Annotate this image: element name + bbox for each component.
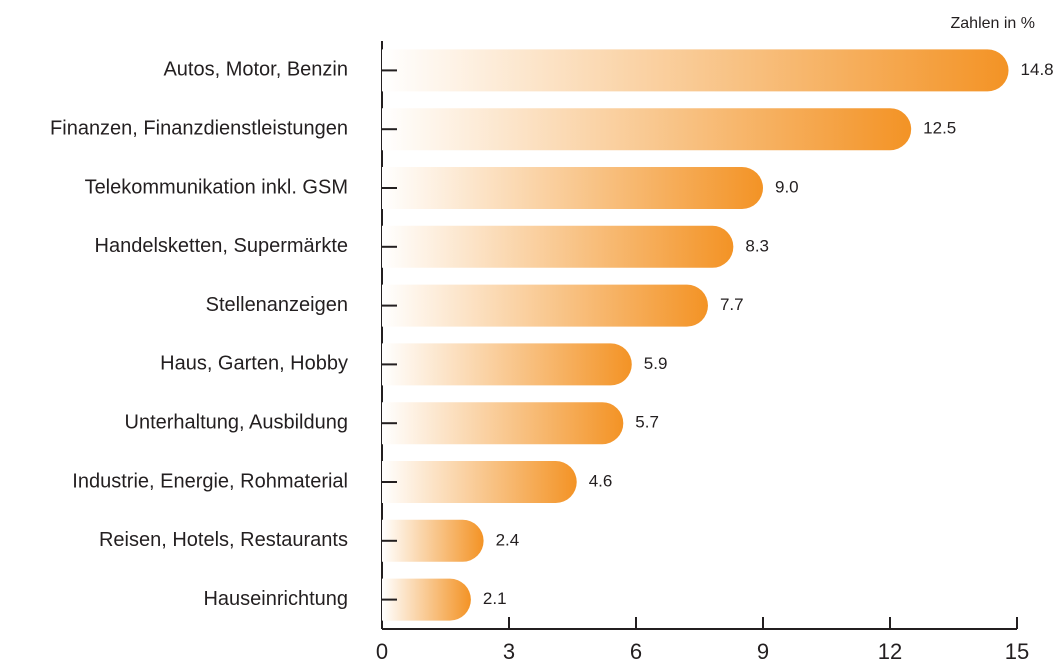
y-tick-label: Autos, Motor, Benzin xyxy=(163,59,348,81)
value-label: 9.0 xyxy=(775,177,799,196)
value-label: 5.7 xyxy=(635,413,659,432)
value-label: 14.8 xyxy=(1021,60,1054,79)
value-label: 5.9 xyxy=(644,354,668,373)
y-tick-label: Reisen, Hotels, Restaurants xyxy=(99,529,348,551)
bar xyxy=(382,49,1009,92)
value-label: 12.5 xyxy=(923,119,956,138)
value-label: 2.4 xyxy=(496,530,520,549)
bar xyxy=(382,167,763,209)
x-tick-label: 12 xyxy=(878,639,902,664)
x-tick-label: 9 xyxy=(757,639,769,664)
value-label: 4.6 xyxy=(589,471,613,490)
bar xyxy=(382,108,912,151)
bar xyxy=(382,519,484,562)
y-tick-label: Haus, Garten, Hobby xyxy=(160,353,348,375)
y-tick-label: Stellenanzeigen xyxy=(206,294,348,316)
x-tick-label: 6 xyxy=(630,639,642,664)
bar xyxy=(382,284,708,327)
y-tick-label: Finanzen, Finanzdienstleistungen xyxy=(50,117,348,139)
annotation: Zahlen in % xyxy=(951,15,1036,32)
y-tick-label: Handelsketten, Supermärkte xyxy=(95,235,348,257)
x-tick-label: 0 xyxy=(376,639,388,664)
x-tick-label: 15 xyxy=(1005,639,1029,664)
y-tick-label: Unterhaltung, Ausbildung xyxy=(125,411,349,433)
bar xyxy=(382,578,471,621)
bar xyxy=(382,225,734,268)
bar xyxy=(382,343,632,386)
bar xyxy=(382,461,577,503)
bar xyxy=(382,402,624,445)
x-tick-label: 3 xyxy=(503,639,515,664)
value-label: 7.7 xyxy=(720,295,744,314)
value-label: 8.3 xyxy=(745,236,769,255)
y-tick-label: Hauseinrichtung xyxy=(203,588,348,610)
value-label: 2.1 xyxy=(483,589,507,608)
y-tick-label: Industrie, Energie, Rohmaterial xyxy=(72,470,348,492)
y-tick-label: Telekommunikation inkl. GSM xyxy=(85,176,348,198)
